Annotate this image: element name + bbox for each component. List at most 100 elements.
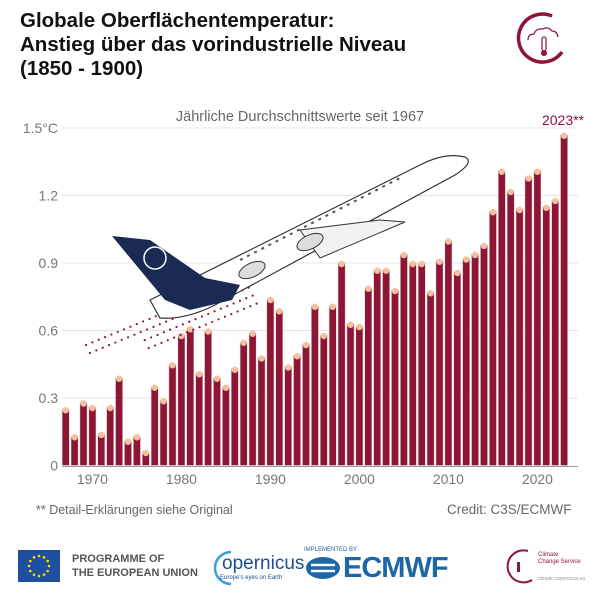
- c3s-label-line2: Change Service: [538, 559, 581, 565]
- ensemble-dot-2023: [560, 132, 568, 139]
- contrail-dot: [154, 344, 157, 347]
- ensemble-dot-2015: [489, 209, 497, 216]
- contrail-dot: [181, 323, 184, 326]
- ensemble-dot-2016: [498, 168, 505, 175]
- bar-1989: [257, 357, 266, 466]
- eu-star: [27, 564, 31, 568]
- bar-1975: [133, 435, 141, 466]
- contrail-dot: [154, 315, 157, 318]
- ensemble-dot-1967: [62, 407, 69, 414]
- bar-1968: [70, 435, 79, 466]
- contrail-dot: [152, 325, 155, 328]
- eu-star: [42, 556, 46, 559]
- contrail-dot: [88, 351, 92, 355]
- bar-1973: [115, 377, 123, 466]
- ensemble-dot-1968: [71, 434, 78, 441]
- eu-star: [47, 564, 51, 568]
- ensemble-dot-1988: [249, 330, 256, 337]
- copernicus-logo-icon: [213, 550, 232, 586]
- ensemble-dot-2009: [436, 258, 443, 265]
- contrail-dot: [97, 338, 100, 341]
- implemented-by-label: IMPLEMENTED BY: [304, 547, 358, 553]
- bar-2008: [426, 291, 435, 466]
- ensemble-dot-1989: [258, 355, 265, 362]
- ensemble-dot-2021: [543, 204, 550, 211]
- bar-2023: [560, 134, 568, 466]
- bar-2016: [497, 170, 506, 466]
- eu-programme-label: PROGRAMME OF THE EUROPEAN UNION: [72, 552, 198, 580]
- contrail-dot: [126, 336, 130, 339]
- bar-1996: [319, 334, 328, 466]
- ensemble-dot-1984: [213, 375, 221, 382]
- eu-star: [37, 574, 41, 578]
- bar-2017: [506, 190, 515, 466]
- contrail-dot: [217, 318, 220, 321]
- contrail-dot: [110, 333, 113, 336]
- contrail-dot: [169, 328, 172, 331]
- bar-1999: [346, 323, 355, 466]
- bar-2002: [373, 269, 382, 466]
- bar-1997: [328, 305, 337, 466]
- bar-1990: [266, 298, 275, 466]
- ensemble-dot-1981: [187, 326, 194, 333]
- x-tick-label: 2000: [344, 471, 375, 487]
- contrail-dot: [226, 304, 229, 308]
- ensemble-dot-1979: [169, 362, 176, 369]
- ensemble-dot-2008: [427, 290, 434, 297]
- ensemble-dot-2004: [391, 287, 399, 295]
- y-tick-label: 0.6: [39, 323, 59, 339]
- bar-1979: [168, 363, 177, 466]
- x-tick-label: 1980: [166, 471, 197, 487]
- airplane-illustration: [84, 155, 469, 355]
- contrail-dot: [173, 336, 176, 339]
- ensemble-dot-2013: [471, 251, 479, 259]
- contrail-dot: [95, 349, 98, 352]
- contrail-dot: [200, 315, 203, 318]
- c3s-small-logo-icon: [506, 549, 533, 584]
- ensemble-dot-2018: [516, 206, 523, 214]
- bar-2003: [382, 269, 390, 466]
- ensemble-dot-1994: [302, 341, 310, 349]
- ensemble-dot-1997: [329, 303, 336, 310]
- contrail-dot: [251, 294, 254, 297]
- ensemble-dot-1978: [160, 398, 167, 405]
- bar-2000: [355, 325, 364, 466]
- ensemble-dot-1985: [222, 384, 230, 391]
- ensemble-dot-1976: [142, 449, 149, 457]
- bar-1988: [248, 332, 257, 466]
- contrail-dot: [238, 299, 242, 302]
- ensemble-dot-2011: [454, 269, 461, 277]
- contrail-dot: [245, 297, 248, 300]
- eu-star: [29, 559, 32, 563]
- eu-star: [46, 569, 49, 573]
- ensemble-dot-1986: [231, 366, 238, 373]
- contrail-dot: [158, 323, 161, 326]
- bar-1978: [159, 399, 168, 466]
- contrail-dot: [122, 328, 126, 331]
- eu-star: [29, 569, 32, 573]
- contrail-dot: [223, 315, 227, 318]
- bar-1970: [88, 406, 97, 466]
- contrail-dot: [114, 341, 117, 344]
- bar-1981: [186, 327, 195, 466]
- x-tick-label: 2020: [522, 471, 553, 487]
- bar-1984: [213, 377, 221, 466]
- contrail-dot: [148, 317, 151, 320]
- contrail-dot: [160, 341, 163, 344]
- contrail-dot: [211, 320, 214, 324]
- bar-1987: [239, 341, 248, 466]
- bar-1992: [284, 366, 293, 466]
- eu-star: [42, 573, 46, 576]
- ensemble-dot-1987: [240, 339, 247, 346]
- contrail-dot: [143, 338, 146, 342]
- ensemble-dot-1970: [89, 404, 96, 412]
- ensemble-dot-1977: [151, 384, 158, 391]
- contrail-dot: [219, 307, 223, 310]
- contrail-dot: [198, 326, 201, 329]
- footer-logos: PROGRAMME OF THE EUROPEAN UNION opernicu…: [0, 540, 600, 600]
- ecmwf-logo-text: ECMWF: [343, 552, 449, 584]
- bar-1971: [97, 433, 106, 466]
- contrail-dot: [133, 333, 136, 336]
- x-tick-label: 1990: [255, 471, 286, 487]
- contrail-dot: [116, 330, 119, 334]
